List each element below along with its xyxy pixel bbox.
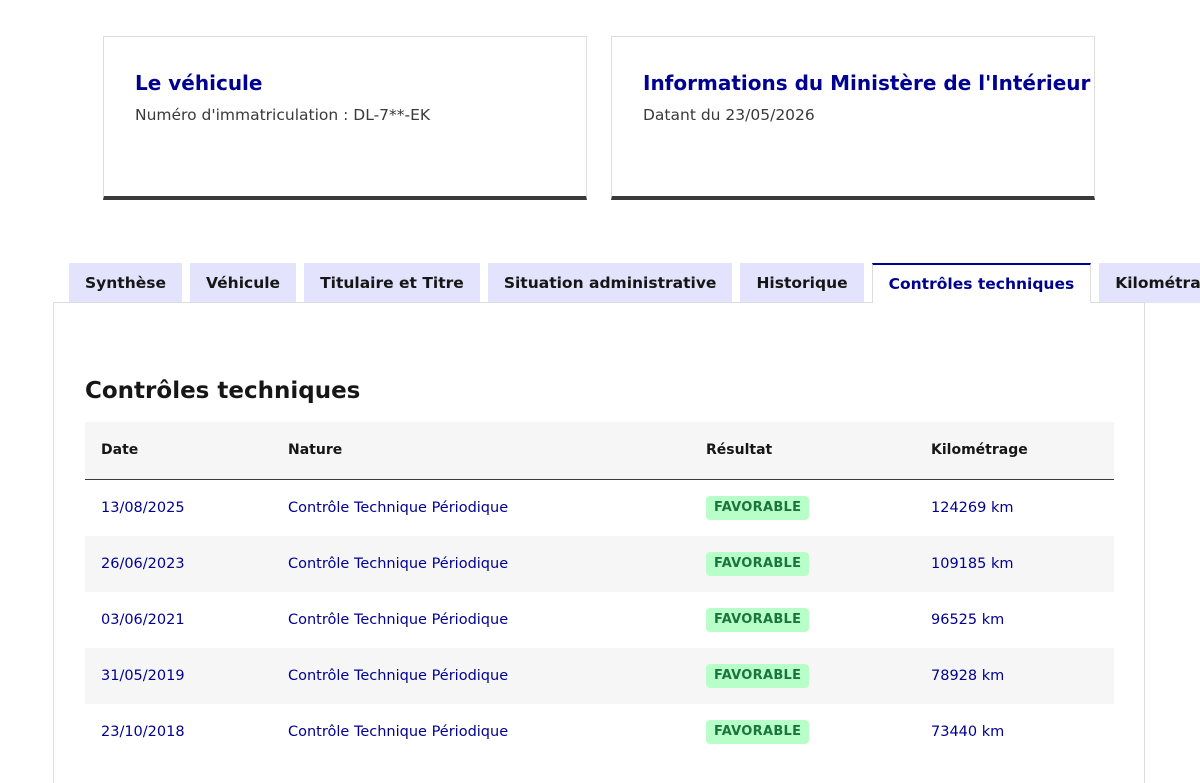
- technical-inspections-table: Date Nature Résultat Kilométrage 13/08/2…: [85, 422, 1114, 760]
- data-date: Datant du 23/05/2026: [643, 106, 815, 124]
- tab-synthese[interactable]: Synthèse: [69, 263, 182, 303]
- status-badge: FAVORABLE: [706, 495, 810, 520]
- row-date: 31/05/2019: [101, 667, 185, 684]
- row-result: FAVORABLE: [690, 648, 915, 704]
- tab-titulaire-et-titre[interactable]: Titulaire et Titre: [304, 263, 480, 303]
- row-mileage: 109185 km: [931, 555, 1014, 572]
- header-date: Date: [85, 422, 272, 480]
- row-result: FAVORABLE: [690, 592, 915, 648]
- row-nature: Contrôle Technique Périodique: [288, 499, 509, 516]
- table-row: 13/08/2025 Contrôle Technique Périodique…: [85, 479, 1114, 536]
- ministry-card: Informations du Ministère de l'Intérieur…: [611, 36, 1095, 200]
- tab-panel: Contrôles techniques Date Nature Résulta…: [53, 302, 1145, 783]
- row-date: 13/08/2025: [101, 499, 185, 516]
- row-nature: Contrôle Technique Périodique: [288, 667, 509, 684]
- ministry-card-title: Informations du Ministère de l'Intérieur: [643, 71, 1091, 95]
- tab-kilometrage[interactable]: Kilométrage: [1099, 263, 1200, 303]
- tab-situation-administrative[interactable]: Situation administrative: [487, 263, 733, 303]
- registration-number: Numéro d'immatriculation : DL-7**-EK: [135, 106, 431, 124]
- vehicle-card-title: Le véhicule: [135, 71, 263, 95]
- row-mileage: 78928 km: [931, 667, 1005, 684]
- row-date: 03/06/2021: [101, 611, 185, 628]
- row-mileage: 124269 km: [931, 499, 1014, 516]
- status-badge: FAVORABLE: [706, 607, 810, 632]
- row-nature: Contrôle Technique Périodique: [288, 611, 509, 628]
- panel-title: Contrôles techniques: [85, 378, 361, 404]
- header-mileage: Kilométrage: [915, 422, 1114, 480]
- tab-vehicule[interactable]: Véhicule: [190, 263, 297, 303]
- vehicle-card: Le véhicule Numéro d'immatriculation : D…: [103, 36, 587, 200]
- status-badge: FAVORABLE: [706, 663, 810, 688]
- table-row: 26/06/2023 Contrôle Technique Périodique…: [85, 535, 1114, 592]
- row-mileage: 73440 km: [931, 723, 1005, 740]
- row-date: 26/06/2023: [101, 555, 185, 572]
- row-mileage: 96525 km: [931, 611, 1005, 628]
- tab-historique[interactable]: Historique: [740, 263, 864, 303]
- table-row: 23/10/2018 Contrôle Technique Périodique…: [85, 704, 1114, 760]
- header-nature: Nature: [272, 422, 690, 480]
- row-result: FAVORABLE: [690, 479, 915, 536]
- header-result: Résultat: [690, 422, 915, 480]
- table-header-row: Date Nature Résultat Kilométrage: [85, 422, 1114, 480]
- row-date: 23/10/2018: [101, 723, 185, 740]
- row-nature: Contrôle Technique Périodique: [288, 555, 509, 572]
- status-badge: FAVORABLE: [706, 719, 810, 744]
- status-badge: FAVORABLE: [706, 551, 810, 576]
- row-result: FAVORABLE: [690, 704, 915, 760]
- row-result: FAVORABLE: [690, 536, 915, 592]
- table-row: 31/05/2019 Contrôle Technique Périodique…: [85, 647, 1114, 704]
- tab-list: Synthèse Véhicule Titulaire et Titre Sit…: [69, 263, 1200, 303]
- tab-controles-techniques[interactable]: Contrôles techniques: [871, 263, 1092, 303]
- row-nature: Contrôle Technique Périodique: [288, 723, 509, 740]
- table-row: 03/06/2021 Contrôle Technique Périodique…: [85, 592, 1114, 648]
